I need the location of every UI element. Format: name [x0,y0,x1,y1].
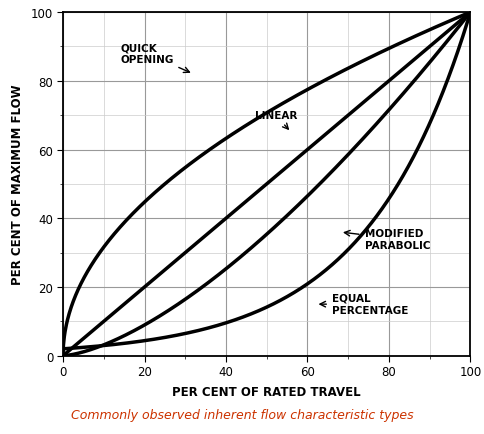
Text: MODIFIED
PARABOLIC: MODIFIED PARABOLIC [344,228,429,250]
Text: EQUAL
PERCENTAGE: EQUAL PERCENTAGE [319,293,408,316]
Text: Commonly observed inherent flow characteristic types: Commonly observed inherent flow characte… [71,408,413,421]
Y-axis label: PER CENT OF MAXIMUM FLOW: PER CENT OF MAXIMUM FLOW [11,84,24,285]
Text: LINEAR: LINEAR [254,111,296,130]
X-axis label: PER CENT OF RATED TRAVEL: PER CENT OF RATED TRAVEL [172,385,360,398]
Text: QUICK
OPENING: QUICK OPENING [120,43,189,73]
